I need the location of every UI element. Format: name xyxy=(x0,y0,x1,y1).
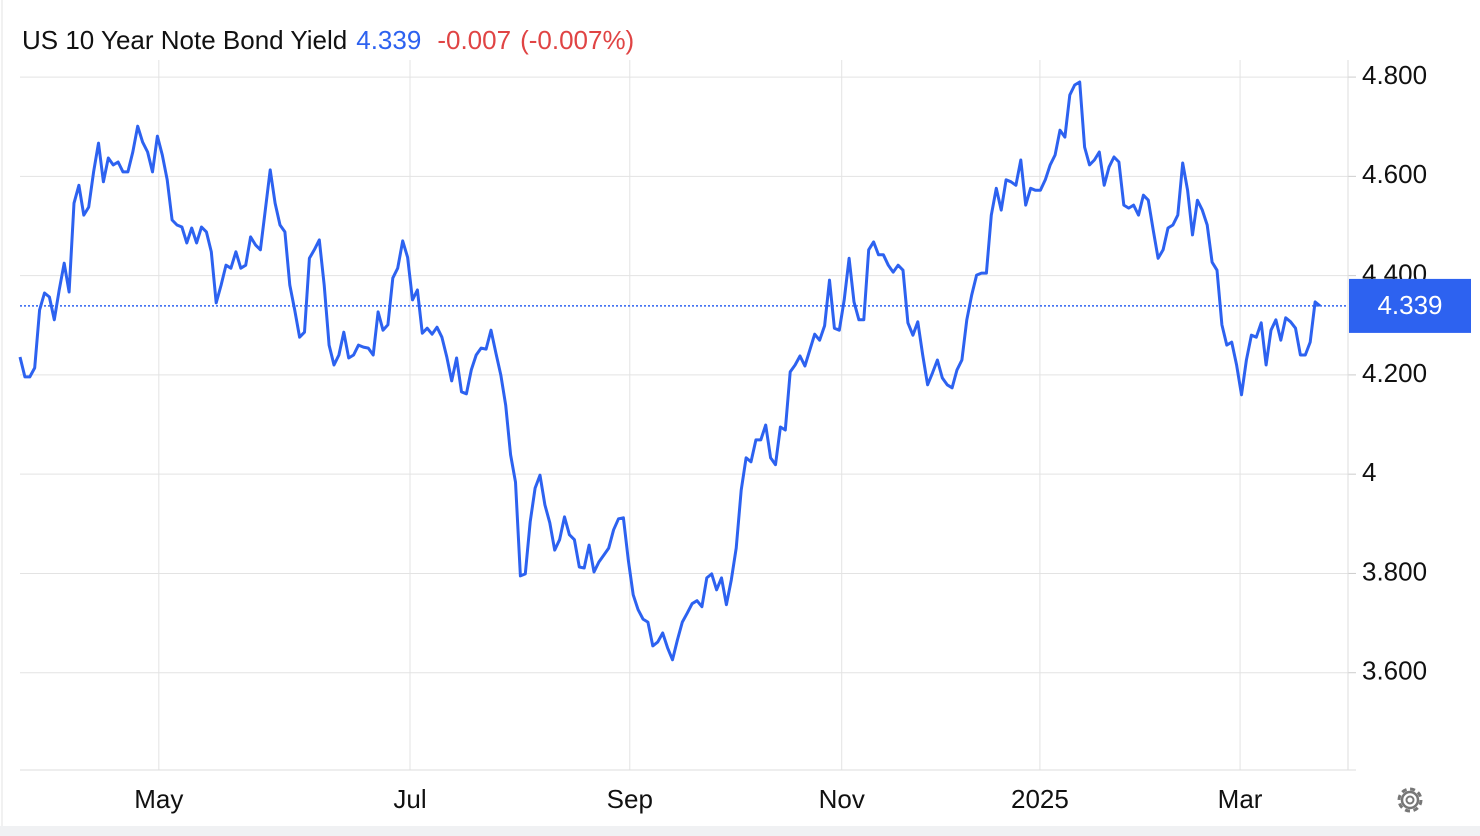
last-value: 4.339 xyxy=(356,25,421,55)
last-value-tag-label: 4.339 xyxy=(1377,290,1442,320)
x-tick-label: Sep xyxy=(607,784,653,814)
x-tick-label: 2025 xyxy=(1011,784,1069,814)
change-percent: (-0.007%) xyxy=(520,25,634,55)
chart-title: US 10 Year Note Bond Yield xyxy=(22,25,347,55)
gear-hole xyxy=(1405,795,1415,805)
x-tick-label: Mar xyxy=(1218,784,1263,814)
change: -0.007 xyxy=(437,25,511,55)
y-tick-label: 3.600 xyxy=(1362,656,1427,686)
x-tick-label: Nov xyxy=(819,784,865,814)
x-tick-label: May xyxy=(134,784,183,814)
x-tick-label: Jul xyxy=(393,784,426,814)
settings-icon[interactable] xyxy=(1397,787,1423,813)
y-tick-label: 3.800 xyxy=(1362,556,1427,586)
yield-line xyxy=(18,80,1321,662)
y-tick-label: 4.200 xyxy=(1362,358,1427,388)
last-value-tag xyxy=(1349,278,1471,333)
bottom-bar xyxy=(0,826,1480,836)
y-tick-label: 4.800 xyxy=(1362,60,1427,90)
gear-ring xyxy=(1400,790,1420,810)
y-tick-label: 4.600 xyxy=(1362,159,1427,189)
y-tick-label: 4 xyxy=(1362,457,1376,487)
chart-header: US 10 Year Note Bond Yield 4.339 -0.007 (-0… xyxy=(22,25,634,55)
gear-teeth xyxy=(1397,787,1423,813)
